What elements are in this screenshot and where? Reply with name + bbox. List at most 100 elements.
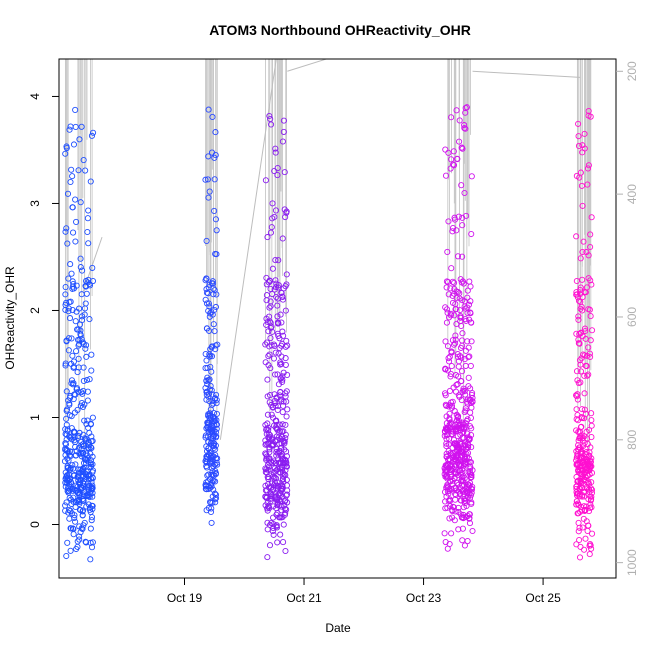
data-point	[64, 190, 72, 197]
data-point	[90, 129, 97, 136]
data-point	[204, 374, 211, 381]
data-point	[466, 423, 474, 430]
data-point	[79, 390, 86, 397]
data-point	[454, 414, 461, 421]
data-point	[83, 435, 90, 442]
data-point	[65, 275, 72, 282]
data-point	[73, 545, 80, 553]
data-point	[582, 410, 589, 417]
data-point	[446, 486, 453, 493]
data-point	[466, 515, 473, 522]
data-point	[585, 306, 592, 313]
data-point	[587, 113, 594, 120]
data-point	[276, 392, 283, 399]
data-point	[459, 222, 466, 229]
data-point	[67, 525, 74, 532]
data-point	[78, 400, 85, 407]
data-point	[587, 493, 594, 500]
data-point	[446, 496, 453, 503]
data-point	[206, 410, 214, 417]
data-point	[583, 249, 590, 256]
data-point	[205, 153, 212, 160]
data-point	[462, 125, 469, 132]
data-point	[79, 512, 86, 519]
data-point	[77, 332, 84, 339]
data-point	[444, 431, 451, 438]
data-point	[457, 491, 464, 498]
data-point	[280, 455, 287, 462]
data-point	[452, 491, 459, 499]
data-point	[83, 342, 90, 349]
data-point	[264, 554, 271, 561]
data-point	[83, 376, 91, 384]
data-point	[85, 207, 92, 214]
data-point	[213, 421, 221, 428]
data-point	[82, 455, 89, 463]
data-point	[575, 437, 582, 444]
data-point	[445, 447, 452, 455]
data-point	[66, 448, 74, 455]
data-point	[272, 479, 279, 486]
data-point	[455, 373, 462, 380]
data-point	[206, 313, 213, 320]
data-point	[63, 473, 70, 480]
pressure-transit-line	[472, 70, 581, 78]
data-point	[582, 325, 589, 332]
data-point	[262, 469, 269, 476]
data-point	[284, 499, 291, 506]
data-point	[68, 425, 75, 432]
data-point	[576, 524, 583, 531]
data-point	[85, 240, 92, 247]
data-point	[447, 466, 454, 473]
data-point	[68, 377, 76, 384]
data-point	[279, 328, 286, 335]
data-point	[276, 440, 283, 447]
data-point	[587, 444, 594, 451]
data-point	[267, 458, 275, 465]
data-point	[77, 255, 84, 262]
data-point	[446, 415, 453, 422]
data-point	[467, 465, 474, 472]
data-point	[578, 414, 585, 421]
data-point	[265, 353, 272, 360]
data-point	[76, 536, 83, 543]
data-point	[62, 228, 69, 235]
data-point	[62, 475, 69, 482]
data-point	[69, 306, 76, 314]
data-point	[464, 294, 471, 301]
data-point	[265, 431, 272, 438]
data-point	[87, 525, 94, 532]
data-point	[469, 527, 476, 535]
data-point	[576, 340, 583, 347]
data-point	[454, 253, 462, 260]
data-point	[579, 248, 586, 256]
data-point	[264, 234, 271, 241]
data-point	[269, 403, 276, 410]
data-point	[581, 372, 588, 379]
data-point	[274, 437, 281, 444]
data-point	[577, 508, 584, 515]
data-point	[452, 332, 459, 339]
data-point	[212, 446, 219, 453]
data-point	[80, 522, 87, 529]
data-point	[264, 411, 271, 418]
data-point	[62, 291, 69, 298]
data-point	[455, 526, 462, 533]
data-point	[444, 248, 451, 255]
data-point	[69, 173, 76, 180]
data-point	[277, 359, 284, 366]
data-point	[82, 300, 89, 307]
data-point	[67, 123, 74, 130]
data-point	[462, 317, 470, 324]
data-point	[279, 482, 286, 489]
data-point	[62, 283, 69, 291]
data-point	[460, 421, 467, 428]
data-point	[264, 376, 271, 383]
data-point	[272, 277, 279, 284]
data-point	[451, 279, 458, 286]
data-point	[70, 380, 77, 387]
data-point	[212, 129, 219, 136]
data-point	[441, 530, 448, 537]
data-point	[588, 327, 596, 334]
data-point	[577, 286, 584, 294]
